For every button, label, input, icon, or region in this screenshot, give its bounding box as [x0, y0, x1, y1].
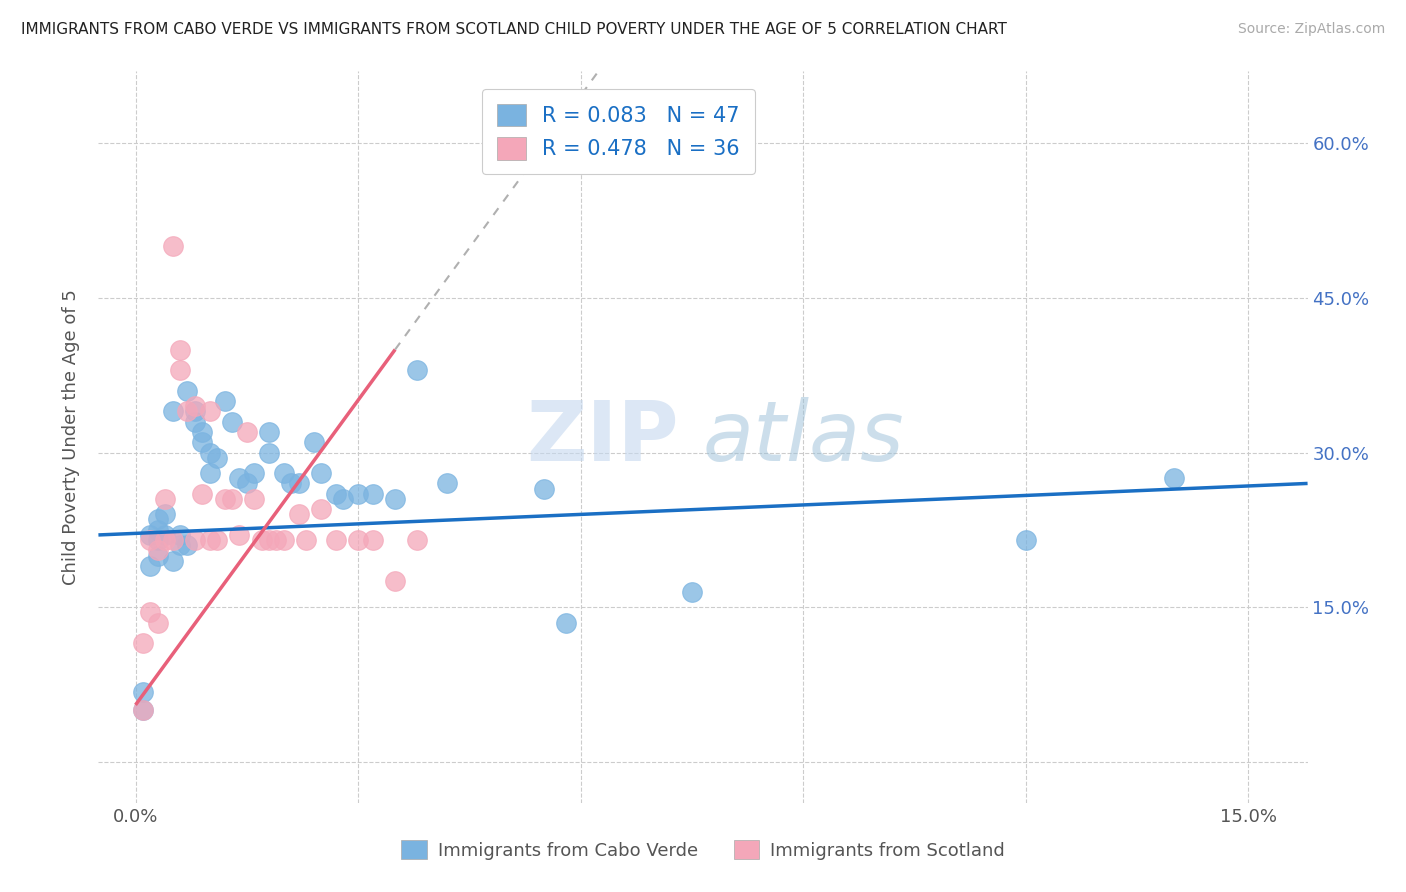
Point — [243, 491, 266, 506]
Point — [132, 703, 155, 717]
Point — [153, 491, 176, 506]
Point — [257, 445, 280, 459]
Point — [309, 466, 332, 480]
Point — [214, 394, 236, 409]
Point — [287, 476, 309, 491]
Text: IMMIGRANTS FROM CABO VERDE VS IMMIGRANTS FROM SCOTLAND CHILD POVERTY UNDER THE A: IMMIGRANTS FROM CABO VERDE VS IMMIGRANTS… — [21, 22, 1007, 37]
Point — [176, 404, 198, 418]
Point — [184, 533, 207, 547]
Point — [205, 533, 228, 547]
Point — [146, 512, 169, 526]
Point — [325, 533, 347, 547]
Point — [191, 487, 214, 501]
Point — [1163, 471, 1185, 485]
Point — [309, 502, 332, 516]
Point — [533, 482, 555, 496]
Point — [169, 343, 191, 357]
Point — [273, 466, 295, 480]
Point — [361, 487, 384, 501]
Point — [406, 533, 429, 547]
Point — [287, 508, 309, 522]
Point — [332, 491, 354, 506]
Point — [132, 636, 155, 650]
Point — [280, 476, 302, 491]
Point — [214, 491, 236, 506]
Point — [169, 538, 191, 552]
Point — [361, 533, 384, 547]
Point — [146, 543, 169, 558]
Point — [153, 528, 176, 542]
Point — [139, 558, 162, 573]
Point — [243, 466, 266, 480]
Point — [146, 615, 169, 630]
Point — [205, 450, 228, 465]
Point — [221, 491, 243, 506]
Point — [146, 549, 169, 563]
Point — [198, 445, 221, 459]
Point — [257, 425, 280, 439]
Text: ZIP: ZIP — [526, 397, 679, 477]
Point — [139, 528, 162, 542]
Point — [146, 523, 169, 537]
Point — [139, 605, 162, 619]
Point — [132, 703, 155, 717]
Point — [273, 533, 295, 547]
Point — [325, 487, 347, 501]
Point — [198, 466, 221, 480]
Point — [257, 533, 280, 547]
Point — [169, 363, 191, 377]
Point — [554, 615, 576, 630]
Text: atlas: atlas — [703, 397, 904, 477]
Point — [221, 415, 243, 429]
Point — [295, 533, 318, 547]
Point — [184, 415, 207, 429]
Point — [176, 538, 198, 552]
Point — [347, 487, 370, 501]
Point — [169, 528, 191, 542]
Point — [191, 425, 214, 439]
Point — [162, 239, 184, 253]
Legend: Immigrants from Cabo Verde, Immigrants from Scotland: Immigrants from Cabo Verde, Immigrants f… — [394, 833, 1012, 867]
Point — [146, 533, 169, 547]
Point — [184, 399, 207, 413]
Point — [198, 404, 221, 418]
Point — [198, 533, 221, 547]
Point — [153, 533, 176, 547]
Point — [184, 404, 207, 418]
Point — [406, 363, 429, 377]
Point — [384, 491, 406, 506]
Point — [191, 435, 214, 450]
Point — [236, 425, 259, 439]
Point — [384, 574, 406, 589]
Point — [228, 471, 250, 485]
Point — [153, 508, 176, 522]
Point — [436, 476, 458, 491]
Point — [162, 404, 184, 418]
Point — [236, 476, 259, 491]
Y-axis label: Child Poverty Under the Age of 5: Child Poverty Under the Age of 5 — [62, 289, 80, 585]
Point — [228, 528, 250, 542]
Point — [162, 554, 184, 568]
Point — [132, 684, 155, 698]
Point — [1015, 533, 1038, 547]
Text: Source: ZipAtlas.com: Source: ZipAtlas.com — [1237, 22, 1385, 37]
Point — [250, 533, 273, 547]
Point — [347, 533, 370, 547]
Point — [681, 584, 703, 599]
Point — [139, 533, 162, 547]
Point — [302, 435, 325, 450]
Point — [162, 533, 184, 547]
Point — [266, 533, 288, 547]
Point — [176, 384, 198, 398]
